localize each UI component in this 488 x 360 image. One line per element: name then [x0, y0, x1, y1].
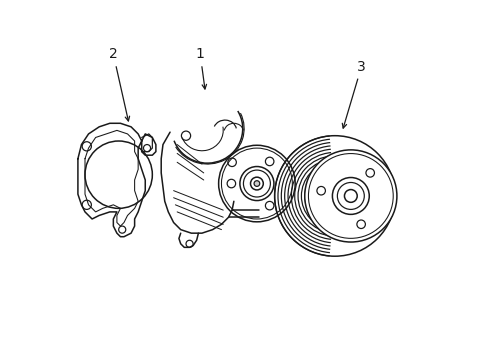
Text: 3: 3 — [342, 59, 365, 128]
Text: 2: 2 — [109, 47, 129, 121]
Circle shape — [254, 181, 259, 186]
Text: 1: 1 — [195, 47, 206, 89]
Circle shape — [344, 190, 356, 202]
Circle shape — [304, 150, 396, 242]
Circle shape — [250, 177, 263, 190]
